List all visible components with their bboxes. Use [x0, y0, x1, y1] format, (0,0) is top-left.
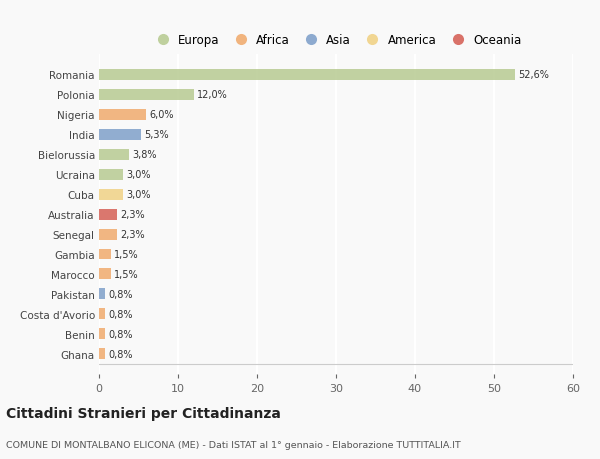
Text: 0,8%: 0,8%	[109, 309, 133, 319]
Text: 3,0%: 3,0%	[126, 170, 151, 180]
Text: 5,3%: 5,3%	[144, 130, 169, 140]
Bar	[99, 129, 141, 140]
Legend: Europa, Africa, Asia, America, Oceania: Europa, Africa, Asia, America, Oceania	[146, 29, 526, 51]
Text: COMUNE DI MONTALBANO ELICONA (ME) - Dati ISTAT al 1° gennaio - Elaborazione TUTT: COMUNE DI MONTALBANO ELICONA (ME) - Dati…	[6, 440, 461, 449]
Text: 12,0%: 12,0%	[197, 90, 228, 100]
Bar	[99, 90, 194, 101]
Bar	[99, 249, 111, 260]
Text: 0,8%: 0,8%	[109, 329, 133, 339]
Bar	[99, 209, 117, 220]
Bar	[99, 169, 123, 180]
Bar	[99, 70, 515, 80]
Text: 1,5%: 1,5%	[114, 269, 139, 280]
Text: 6,0%: 6,0%	[149, 110, 174, 120]
Bar	[99, 309, 106, 320]
Text: 3,0%: 3,0%	[126, 190, 151, 200]
Bar	[99, 229, 117, 240]
Text: 52,6%: 52,6%	[518, 70, 548, 80]
Bar	[99, 329, 106, 340]
Bar	[99, 149, 129, 160]
Bar	[99, 289, 106, 300]
Bar	[99, 109, 146, 120]
Text: 2,3%: 2,3%	[121, 230, 145, 240]
Text: 2,3%: 2,3%	[121, 210, 145, 219]
Text: 1,5%: 1,5%	[114, 249, 139, 259]
Bar	[99, 269, 111, 280]
Text: 0,8%: 0,8%	[109, 349, 133, 359]
Text: 3,8%: 3,8%	[132, 150, 157, 160]
Text: 0,8%: 0,8%	[109, 289, 133, 299]
Bar	[99, 189, 123, 200]
Text: Cittadini Stranieri per Cittadinanza: Cittadini Stranieri per Cittadinanza	[6, 406, 281, 420]
Bar	[99, 349, 106, 359]
